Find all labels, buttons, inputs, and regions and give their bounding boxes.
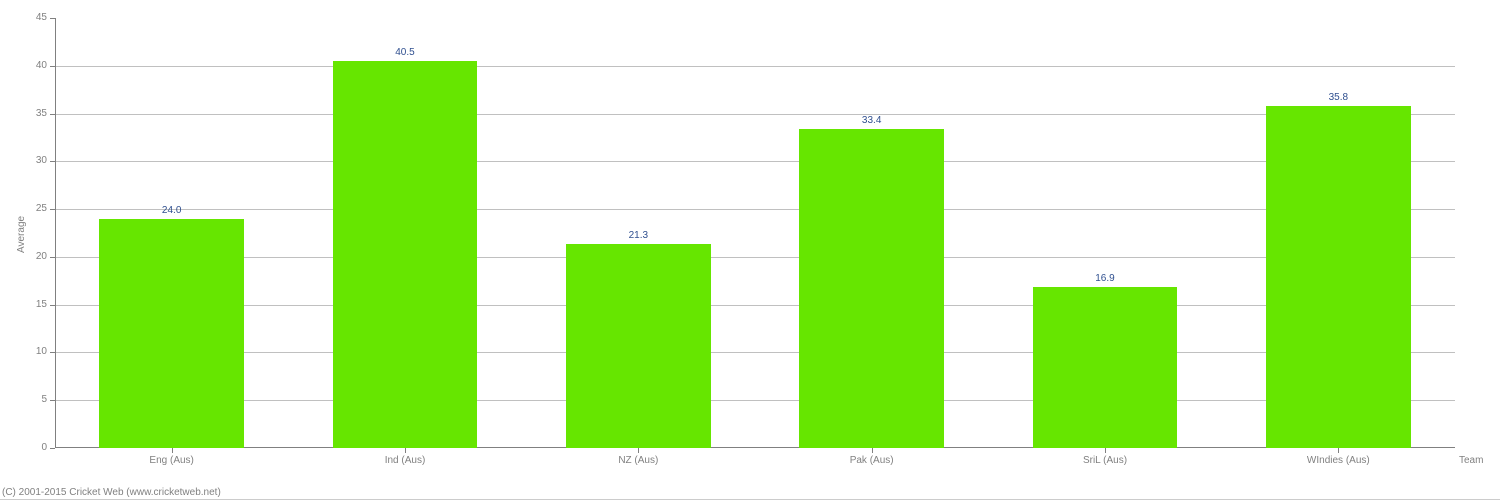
chart-container: 24.040.521.333.416.935.8 051015202530354… — [0, 0, 1500, 500]
y-tick-label: 30 — [15, 155, 47, 166]
bar — [799, 129, 944, 448]
bar-value-label: 16.9 — [1033, 273, 1178, 284]
x-tick-label: WIndies (Aus) — [1222, 455, 1455, 466]
y-tick-mark — [50, 352, 55, 353]
bar — [566, 244, 711, 448]
y-tick-label: 5 — [15, 394, 47, 405]
plot-area: 24.0 40.5 21.3 33.4 16.9 35.8 — [55, 18, 1455, 448]
bar-value-label: 40.5 — [333, 47, 478, 58]
bar — [99, 219, 244, 448]
bar — [333, 61, 478, 448]
y-tick-label: 40 — [15, 60, 47, 71]
bar-value-label: 35.8 — [1266, 92, 1411, 103]
x-tick-mark — [1338, 448, 1339, 453]
x-tick-mark — [872, 448, 873, 453]
bar-value-label: 24.0 — [99, 205, 244, 216]
y-tick-mark — [50, 66, 55, 67]
gridline — [55, 66, 1455, 67]
y-tick-label: 0 — [15, 442, 47, 453]
x-tick-mark — [405, 448, 406, 453]
y-tick-label: 10 — [15, 346, 47, 357]
y-tick-mark — [50, 305, 55, 306]
bar — [1266, 106, 1411, 448]
gridline — [55, 305, 1455, 306]
x-tick-label: Ind (Aus) — [288, 455, 521, 466]
y-tick-label: 35 — [15, 108, 47, 119]
y-tick-mark — [50, 161, 55, 162]
y-tick-mark — [50, 18, 55, 19]
x-axis-title: Team — [1459, 455, 1483, 466]
x-axis-line — [55, 447, 1455, 448]
x-tick-mark — [172, 448, 173, 453]
x-tick-label: NZ (Aus) — [522, 455, 755, 466]
y-tick-mark — [50, 400, 55, 401]
y-tick-mark — [50, 448, 55, 449]
y-tick-mark — [50, 114, 55, 115]
credit-text: (C) 2001-2015 Cricket Web (www.cricketwe… — [2, 487, 221, 498]
gridline — [55, 352, 1455, 353]
gridline — [55, 257, 1455, 258]
bar-value-label: 21.3 — [566, 230, 711, 241]
gridline — [55, 400, 1455, 401]
y-tick-mark — [50, 257, 55, 258]
y-axis-line — [55, 18, 56, 448]
x-tick-mark — [1105, 448, 1106, 453]
gridline — [55, 209, 1455, 210]
x-tick-label: SriL (Aus) — [988, 455, 1221, 466]
y-tick-label: 15 — [15, 299, 47, 310]
y-tick-label: 45 — [15, 12, 47, 23]
x-tick-mark — [638, 448, 639, 453]
y-tick-mark — [50, 209, 55, 210]
x-tick-label: Pak (Aus) — [755, 455, 988, 466]
bar-value-label: 33.4 — [799, 115, 944, 126]
gridline — [55, 114, 1455, 115]
gridline — [55, 161, 1455, 162]
bar — [1033, 287, 1178, 448]
x-tick-label: Eng (Aus) — [55, 455, 288, 466]
y-axis-title: Average — [16, 216, 27, 253]
y-tick-label: 25 — [15, 203, 47, 214]
